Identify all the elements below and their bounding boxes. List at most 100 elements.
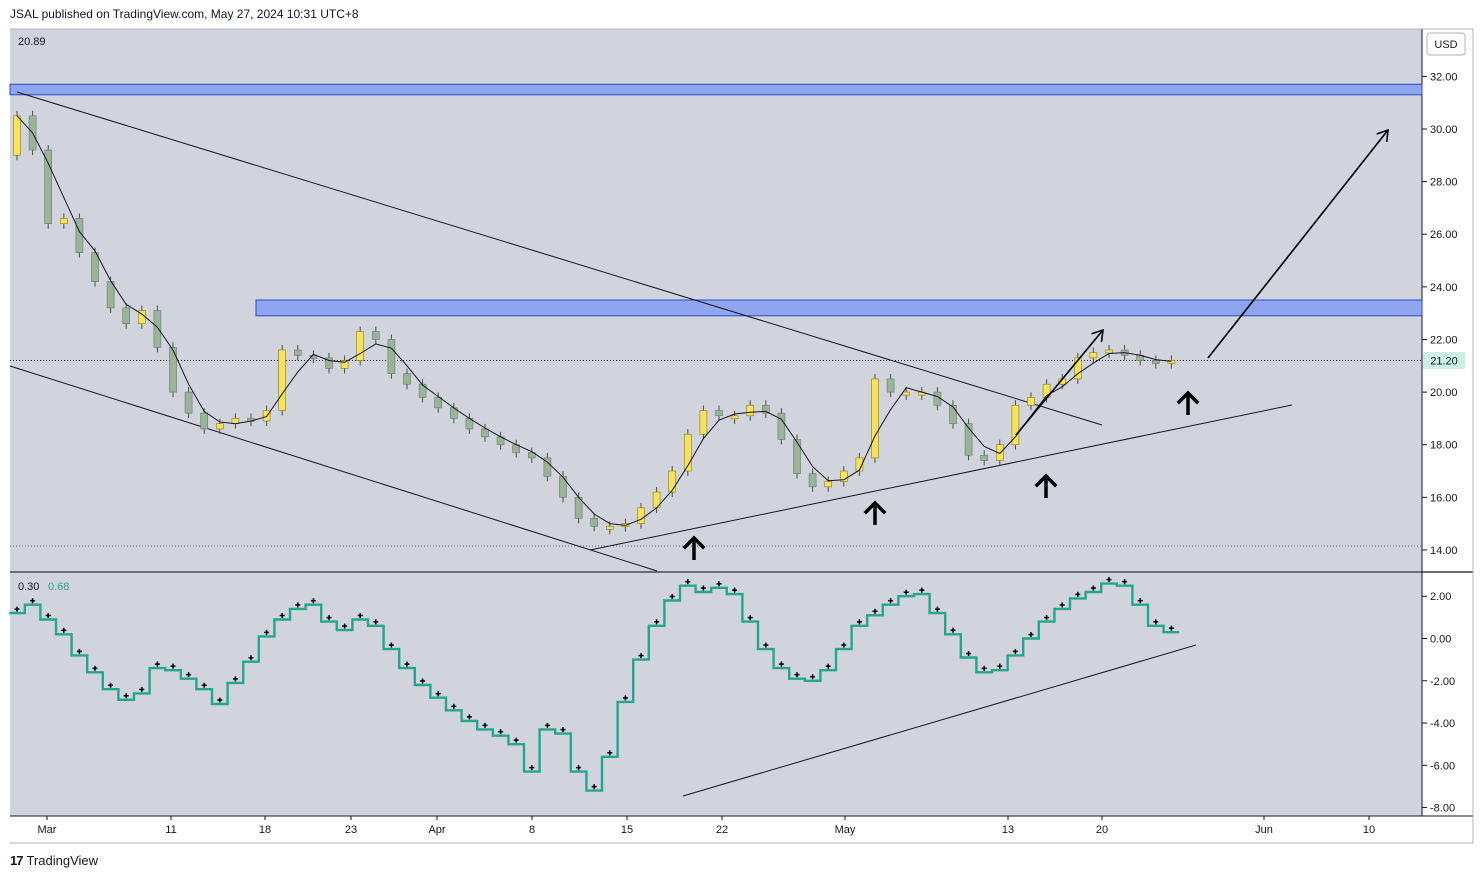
indicator-point — [14, 606, 20, 612]
candle-up — [730, 415, 739, 420]
candle-down — [309, 354, 318, 359]
indicator-point — [1012, 648, 1018, 654]
indicator-value-b: 0.68 — [48, 581, 69, 593]
candle-down — [543, 457, 552, 477]
projection-arrow-icon[interactable] — [1207, 128, 1389, 359]
up-arrow-icon[interactable] — [1034, 473, 1058, 498]
indicator-point — [373, 619, 379, 625]
price-tick-label: 30.00 — [1430, 124, 1458, 136]
up-arrow-icon[interactable] — [682, 535, 706, 560]
indicator-point — [1153, 619, 1159, 625]
indicator-tick-label: -4.00 — [1430, 718, 1455, 730]
candle-down — [777, 412, 786, 440]
candle-down — [122, 307, 130, 324]
candle-up — [683, 433, 692, 472]
price-tick-label: 18.00 — [1430, 440, 1458, 452]
indicator-point — [513, 737, 519, 743]
time-tick-label: 15 — [621, 824, 633, 836]
projection-arrow-line — [1207, 129, 1389, 359]
indicator-point — [420, 678, 426, 684]
price-tick-label: 20.00 — [1430, 387, 1458, 399]
candle-down — [761, 404, 770, 414]
indicator-point — [108, 682, 114, 688]
up-arrow-icon[interactable] — [863, 500, 887, 525]
resistance-zone[interactable] — [9, 83, 1423, 96]
support-trendline[interactable] — [589, 404, 1293, 551]
price-tick-label: 32.00 — [1430, 71, 1458, 83]
arrow-head — [682, 535, 706, 550]
indicator-point — [591, 784, 597, 790]
indicator-point — [794, 672, 800, 678]
candle-down — [44, 149, 53, 224]
indicator-point — [201, 682, 207, 688]
channel-upper-line[interactable] — [16, 91, 1103, 426]
indicator-pane[interactable] — [10, 573, 1422, 816]
time-tick-label: Mar — [38, 824, 57, 836]
indicator-point — [45, 612, 51, 618]
time-tick-label: 20 — [1096, 824, 1108, 836]
indicator-tick-label: 0.00 — [1430, 634, 1451, 646]
candle-up — [605, 525, 614, 530]
indicator-point — [30, 598, 36, 604]
channel-lower-line[interactable] — [9, 365, 658, 572]
indicator-point — [170, 663, 176, 669]
candle-down — [527, 452, 536, 459]
projection-arrow-icon[interactable] — [1015, 328, 1104, 436]
indicator-tick-label: -2.00 — [1430, 676, 1455, 688]
tradingview-brand[interactable]: 17 TradingView — [10, 853, 98, 868]
indicator-point — [576, 765, 582, 771]
up-arrow-icon[interactable] — [1176, 390, 1200, 415]
indicator-point — [919, 587, 925, 593]
time-tick-label: Apr — [428, 824, 445, 836]
indicator-tick-label: -8.00 — [1430, 803, 1455, 815]
indicator-point — [950, 627, 956, 633]
indicator-point — [248, 655, 254, 661]
time-tick-label: 23 — [345, 824, 357, 836]
indicator-point — [435, 691, 441, 697]
indicator-point — [498, 729, 504, 735]
indicator-point — [482, 722, 488, 728]
indicator-point — [700, 585, 706, 591]
indicator-trendline[interactable] — [682, 644, 1197, 797]
indicator-point — [778, 661, 784, 667]
indicator-tick-label: 2.00 — [1430, 591, 1451, 603]
price-tick-label: 14.00 — [1430, 545, 1458, 557]
indicator-point — [357, 612, 363, 618]
candle-up — [1027, 397, 1035, 406]
time-tick-label: 18 — [259, 824, 271, 836]
indicator-point — [716, 581, 722, 587]
candle-up — [824, 481, 833, 488]
indicator-point — [186, 672, 192, 678]
indicator-point — [342, 623, 348, 629]
indicator-point — [404, 661, 410, 667]
candle-down — [293, 349, 302, 356]
price-tick-label: 16.00 — [1430, 492, 1458, 504]
indicator-point — [747, 615, 753, 621]
candle-up — [668, 470, 677, 493]
candle-down — [200, 412, 208, 430]
indicator-point — [997, 663, 1003, 669]
candle-up — [637, 507, 645, 524]
indicator-point — [92, 665, 98, 671]
price-tick-label: 26.00 — [1430, 229, 1458, 241]
candle-up — [1089, 352, 1098, 359]
currency-selector[interactable]: USD — [1426, 32, 1466, 56]
last-price-label: 21.20 — [1430, 356, 1458, 368]
resistance-zone[interactable] — [255, 299, 1423, 317]
candle-up — [1167, 360, 1176, 364]
candle-down — [949, 404, 957, 424]
indicator-point — [529, 765, 535, 771]
indicator-point — [732, 587, 738, 593]
candle-down — [418, 383, 427, 398]
time-tick-label: Jun — [1255, 824, 1273, 836]
candle-up — [746, 404, 755, 417]
indicator-step-line — [9, 582, 1180, 792]
indicator-point — [638, 653, 644, 659]
candle-up — [1074, 357, 1082, 380]
candle-up — [995, 444, 1004, 461]
candle-down — [184, 391, 193, 414]
indicator-point — [295, 602, 301, 608]
candle-down — [371, 331, 380, 340]
candle-down — [559, 475, 567, 498]
